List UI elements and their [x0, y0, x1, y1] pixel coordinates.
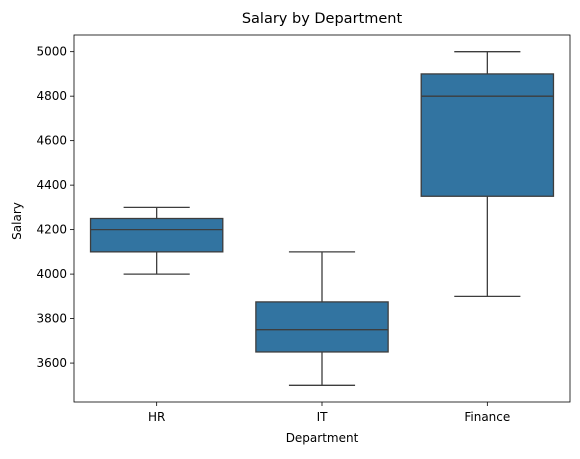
- x-tick-label-it: IT: [317, 410, 329, 424]
- x-tick-label-hr: HR: [148, 410, 165, 424]
- plot-content: 3600 3800 4000 4200 4400 4600 4800 5000 HR IT Fina…: [36, 45, 555, 424]
- plot-frame: [73, 34, 571, 403]
- iqr-box-hr: [89, 217, 224, 253]
- box-it: [255, 251, 389, 386]
- y-tick-label-4400: 4400: [36, 178, 67, 192]
- y-tick-label-3600: 3600: [36, 356, 67, 370]
- box-hr: [89, 206, 224, 275]
- y-axis-label: Salary: [10, 202, 24, 240]
- y-tick-label-4200: 4200: [36, 223, 67, 237]
- y-tick-label-3800: 3800: [36, 312, 67, 326]
- y-tick-label-5000: 5000: [36, 45, 67, 59]
- chart-title: Salary by Department: [242, 11, 403, 27]
- y-tick-label-4800: 4800: [36, 89, 67, 103]
- iqr-box-it: [255, 301, 389, 353]
- box-finance: [420, 51, 555, 297]
- y-tick-label-4600: 4600: [36, 134, 67, 148]
- x-axis-label: Department: [286, 431, 359, 445]
- x-tick-label-finance: Finance: [464, 410, 510, 424]
- iqr-box-finance: [420, 73, 555, 197]
- y-tick-label-4000: 4000: [36, 267, 67, 281]
